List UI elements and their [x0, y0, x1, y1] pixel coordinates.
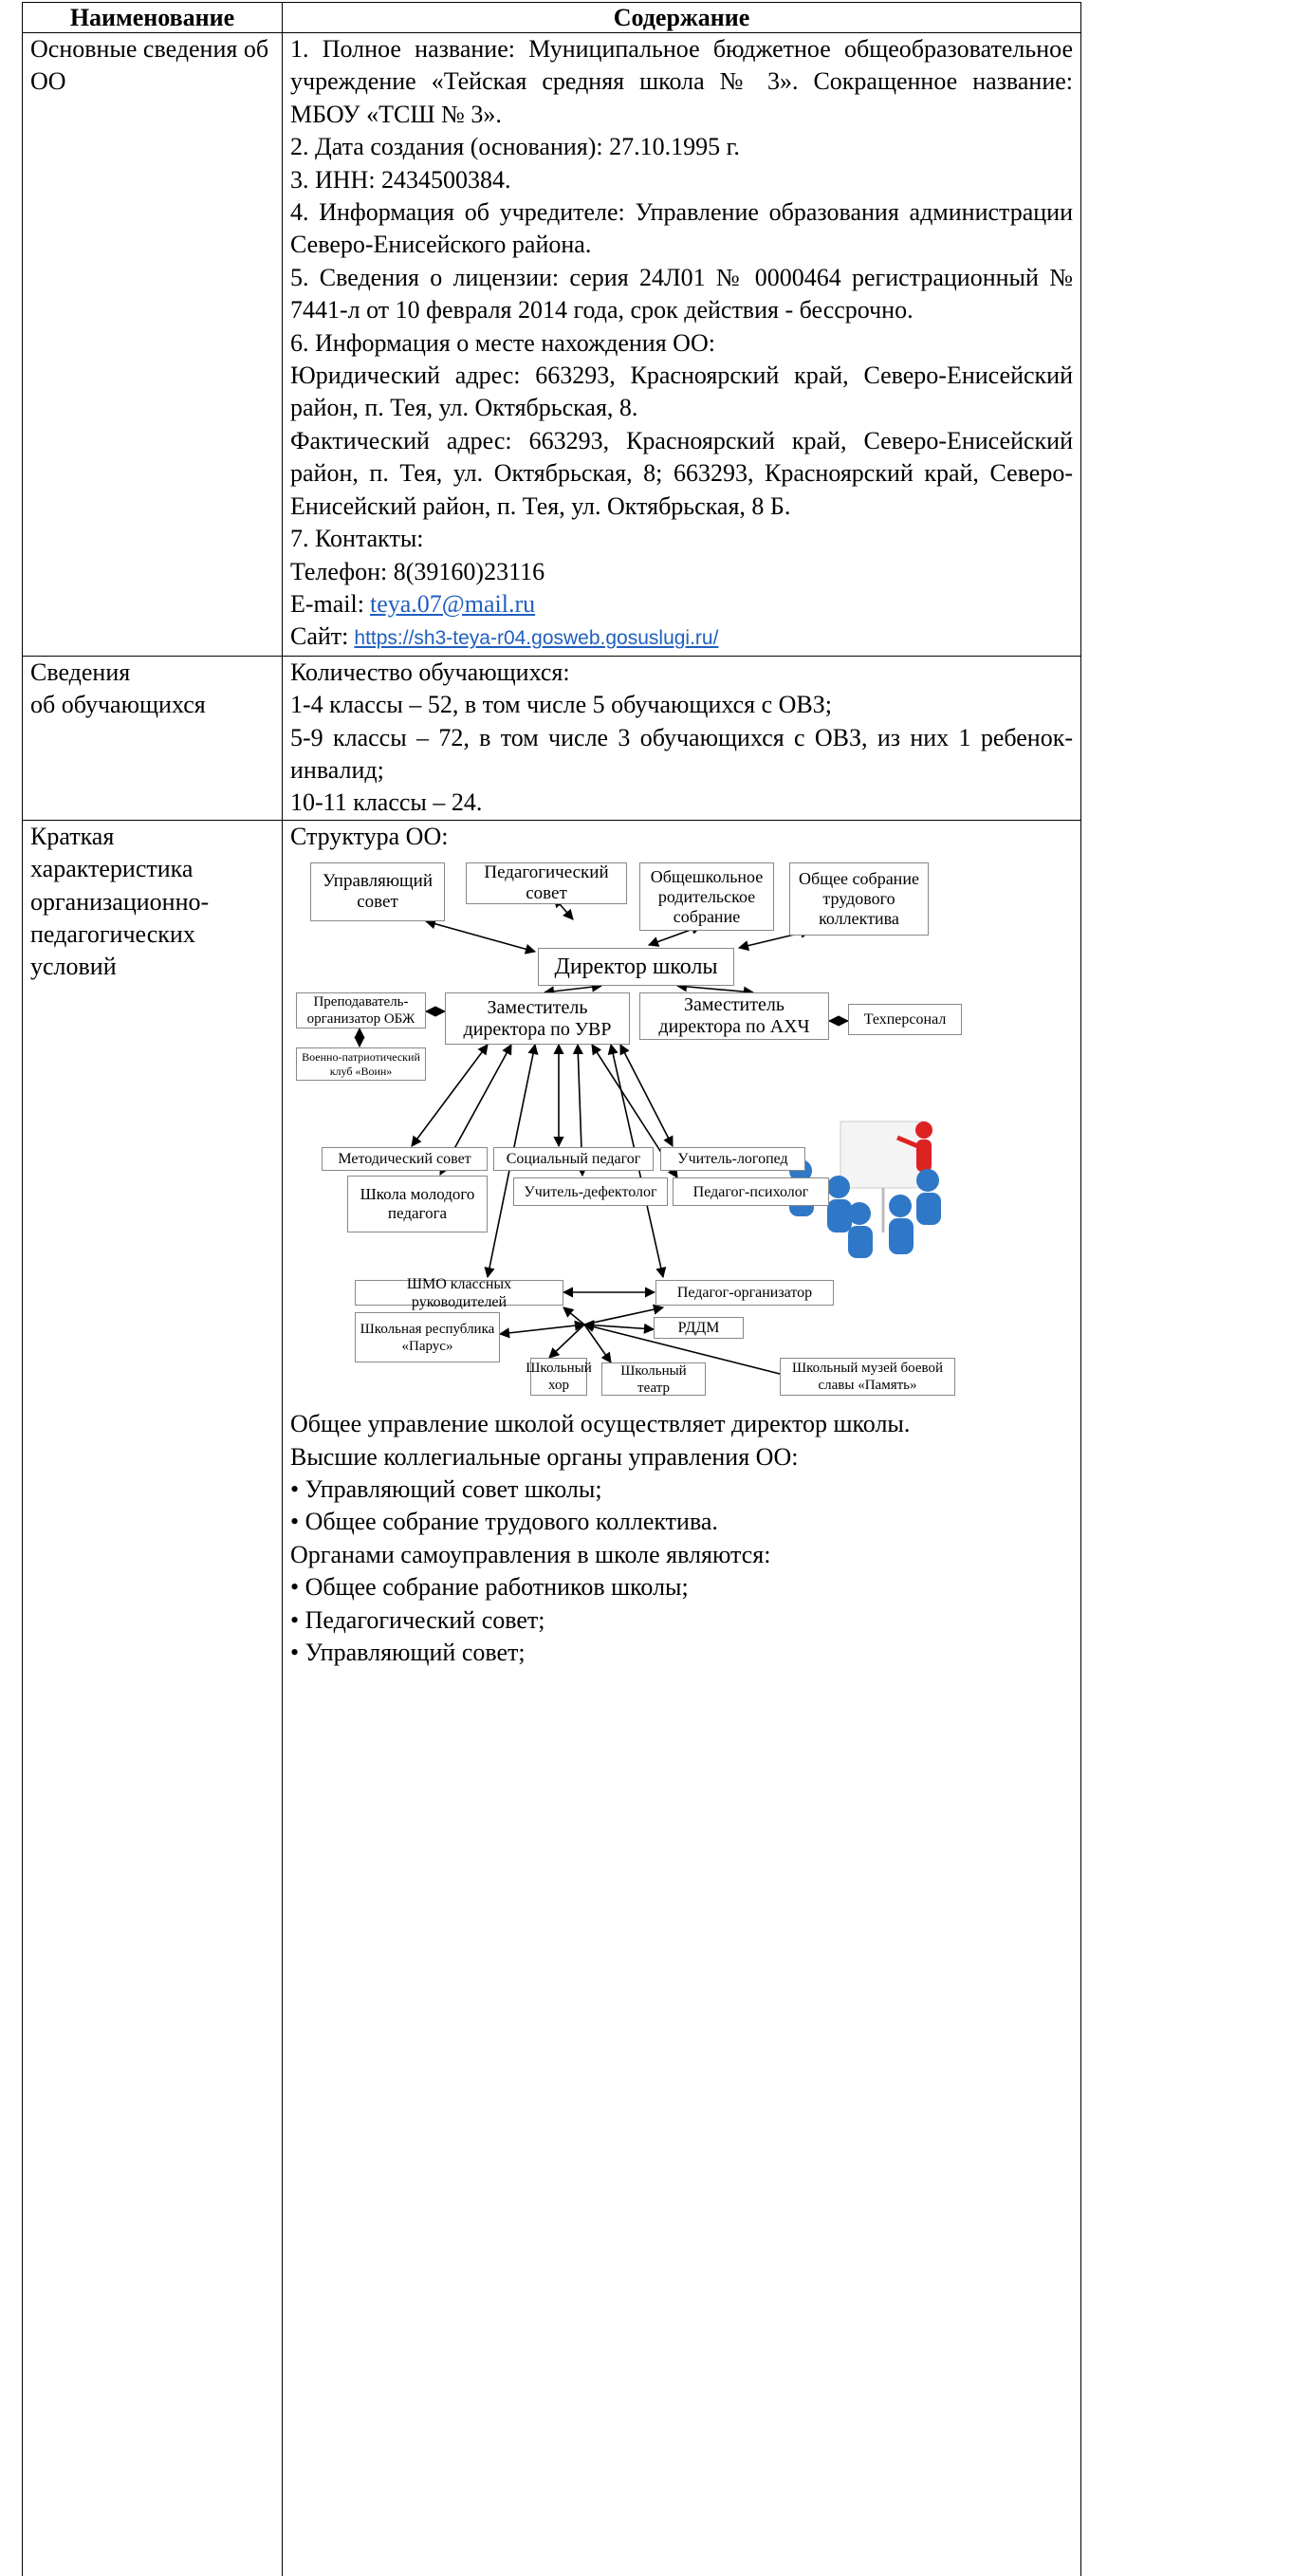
org-node: Школьный хор [526, 1358, 592, 1397]
org-arrow [583, 1304, 665, 1325]
paragraph: Количество обучающихся: [290, 658, 570, 686]
content-cell: 1. Полное название: Муниципальное бюджет… [282, 32, 1081, 657]
site-link[interactable]: https://sh3-teya-r04.gosweb.gosuslugi.ru… [354, 627, 719, 650]
paragraph: Телефон: 8(39160)23116 [290, 557, 545, 585]
org-arrow [543, 981, 603, 997]
people-illustration [789, 1121, 941, 1259]
paragraph: • Педагогический совет; [290, 1605, 545, 1634]
label-line: Краткая [30, 822, 115, 850]
paragraph: Юридический адрес: 663293, Красноярский … [290, 361, 1073, 422]
label-line: характеристика [30, 855, 194, 883]
label-line: педагогических [30, 919, 195, 948]
email-label: E-mail: [290, 589, 364, 618]
header-cell: Наименование [22, 2, 283, 33]
label-line: об обучающихся [30, 691, 206, 719]
org-node: Социальный педагог [493, 1147, 654, 1172]
paragraph: Структура ОО: [290, 822, 449, 850]
org-node: Педагог-психолог [673, 1177, 829, 1207]
org-arrow [619, 1044, 674, 1148]
org-node: Военно-патриотический клуб «Воин» [296, 1047, 426, 1082]
paragraph: 3. ИНН: 2434500384. [290, 165, 511, 194]
label-line: Основные сведения об [30, 35, 269, 63]
paragraph: Органами самоуправления в школе являются… [290, 1540, 771, 1568]
org-node: ШМО классных руководителей [355, 1276, 563, 1310]
paragraph: 1-4 классы – 52, в том числе 5 обучающих… [290, 691, 833, 719]
paragraph: 6. Информация о месте нахождения ОО: [290, 328, 715, 357]
org-node: Учитель-дефектолог [513, 1177, 668, 1207]
org-chart: Управляющий совет Педагогический совет Общ… [290, 853, 1078, 1408]
org-node: Управляющий совет [310, 862, 445, 922]
content-cell: Структура ОО: Управляющий совет Педагогич… [282, 819, 1081, 2576]
row: Основные сведения об ОО 1. Полное названи… [22, 32, 1081, 657]
info-table: Наименование Содержание Основные сведени… [22, 2, 1081, 2576]
paragraph: Общее управление школой осуществляет дир… [290, 1410, 911, 1438]
org-arrow [498, 1320, 586, 1339]
row: Краткая характеристика организационно-педа… [22, 819, 1081, 2576]
org-node: Методический совет [322, 1147, 488, 1172]
label-line: условий [30, 953, 117, 981]
org-arrow [582, 1322, 793, 1381]
header-cell: Содержание [282, 2, 1081, 33]
email-line: E-mail: teya.07@mail.ru [290, 588, 1073, 621]
org-node: РДДМ [654, 1317, 744, 1340]
org-node: Директор школы [538, 948, 734, 987]
label-line: ОО [30, 67, 66, 96]
paragraph: • Управляющий совет школы; [290, 1474, 602, 1503]
org-node: Школа молодого педагога [347, 1176, 488, 1233]
org-node: Заместитель директора по АХЧ [639, 992, 829, 1041]
paragraph: 2. Дата создания (основания): 27.10.1995… [290, 133, 740, 161]
org-node: Заместитель директора по УВР [445, 992, 630, 1046]
org-arrow [424, 918, 537, 954]
paragraph: 5. Сведения о лицензии: серия 24Л01 № 00… [290, 263, 1073, 324]
row: Сведения об обучающихся Количество обучаю… [22, 655, 1081, 821]
org-node: Учитель-логопед [660, 1147, 805, 1172]
paragraph: 4. Информация об учредителе: Управление … [290, 198, 1073, 259]
paragraph: • Управляющий совет; [290, 1639, 526, 1666]
org-node: Школьный музей боевой славы «Память» [780, 1358, 955, 1397]
org-arrow [563, 1307, 585, 1325]
org-node: Общешкольное родительское собрание [639, 862, 774, 932]
org-arrow [675, 981, 755, 997]
header-row: Наименование Содержание [22, 2, 1081, 33]
label-cell: Основные сведения об ОО [22, 32, 283, 657]
paragraph: Фактический адрес: 663293, Красноярский … [290, 426, 1073, 520]
org-arrow [548, 1324, 585, 1359]
paragraph: 5-9 классы – 72, в том числе 3 обучающих… [290, 723, 1073, 784]
org-node: Техперсонал [848, 1004, 962, 1036]
site-line: Сайт: https://sh3-teya-r04.gosweb.gosuslu… [290, 621, 1073, 655]
org-node: Школьный театр [601, 1362, 706, 1397]
org-node: Преподаватель-организатор ОБЖ [296, 992, 426, 1029]
paragraph: Высшие коллегиальные органы управления О… [290, 1442, 799, 1471]
site-label: Сайт: [290, 622, 349, 651]
paragraph: 7. Контакты: [290, 525, 424, 553]
paragraph: 1. Полное название: Муниципальное бюджет… [290, 35, 1073, 128]
label-cell: Сведения об обучающихся [22, 655, 283, 821]
label-cell: Краткая характеристика организационно-педа… [22, 819, 283, 2576]
paragraph: • Общее собрание трудового коллектива. [290, 1508, 718, 1536]
paragraph: 10-11 классы – 24. [290, 788, 483, 817]
org-node: Педагог-организатор [655, 1280, 834, 1307]
page: Наименование Содержание Основные сведени… [22, 2, 1081, 2576]
email-link[interactable]: teya.07@mail.ru [369, 589, 536, 618]
org-node: Школьная республика «Парус» [355, 1312, 500, 1363]
content-cell: Количество обучающихся: 1-4 классы – 52, … [282, 655, 1081, 821]
label-line: организационно- [30, 887, 210, 916]
org-node: Педагогический совет [466, 862, 627, 905]
paragraph: • Общее собрание работников школы; [290, 1573, 689, 1602]
org-node: Общее собрание трудового коллектива [789, 862, 929, 936]
label-line: Сведения [30, 658, 131, 686]
